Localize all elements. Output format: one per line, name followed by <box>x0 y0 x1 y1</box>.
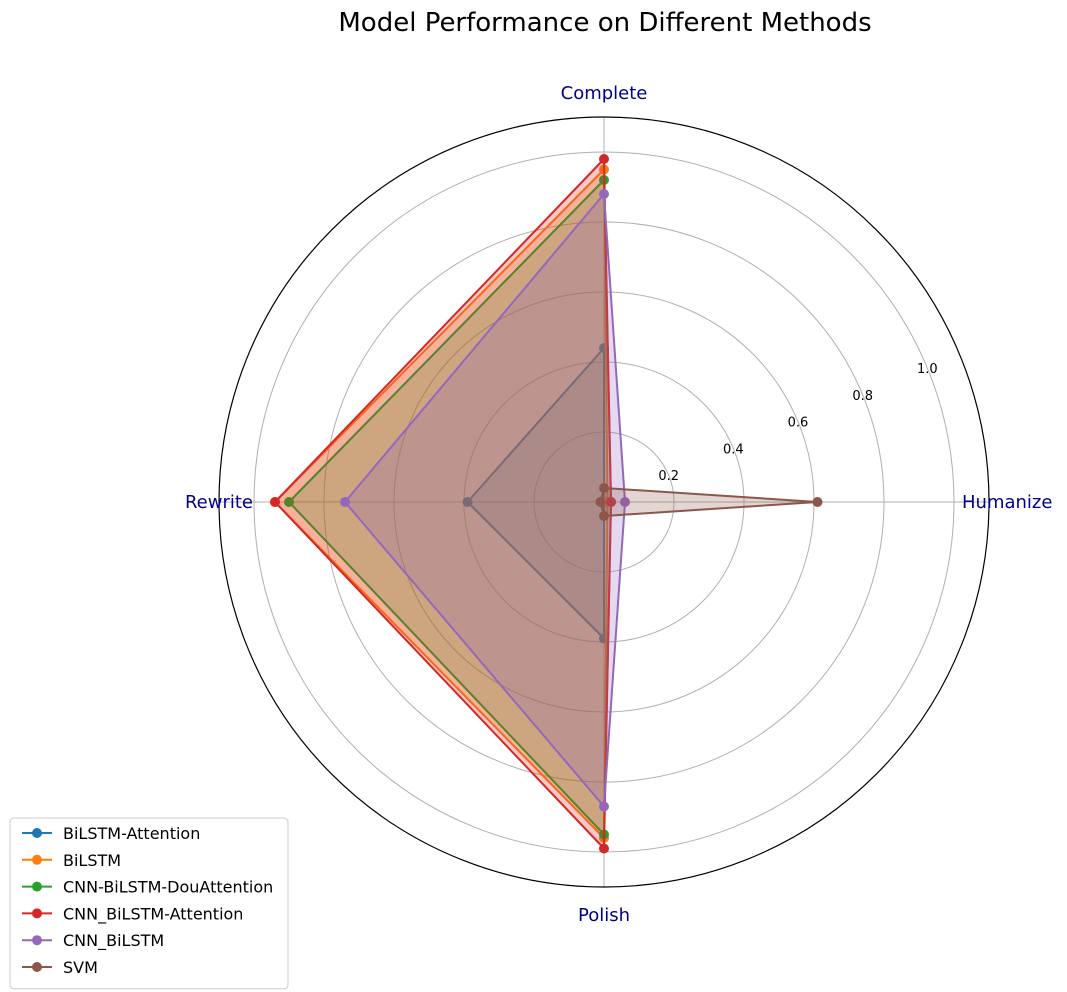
legend-label: BiLSTM-Attention <box>63 824 200 843</box>
data-point-5-2 <box>599 511 609 521</box>
chart-title: Model Performance on Different Methods <box>338 8 871 38</box>
series-area-4 <box>345 194 625 807</box>
series-area-0 <box>467 348 604 639</box>
legend: BiLSTM-Attention BiLSTM CNN-BiLSTM-DouAtte… <box>9 817 289 990</box>
legend-box <box>9 817 289 990</box>
series-area-5 <box>600 488 818 516</box>
data-point-4-0 <box>599 189 609 199</box>
legend-label: SVM <box>63 958 98 977</box>
data-point-3-0 <box>599 154 609 164</box>
data-point-3-1 <box>606 497 616 507</box>
legend-label: CNN-BiLSTM-DouAttention <box>63 878 273 897</box>
axis-label-humanize: Humanize <box>962 492 1052 513</box>
data-point-2-3 <box>284 497 294 507</box>
series-layer <box>270 154 823 854</box>
data-point-4-3 <box>340 497 350 507</box>
legend-marker <box>32 935 42 946</box>
outer-frame <box>218 116 990 888</box>
data-point-4-2 <box>599 801 609 812</box>
series-area-3 <box>275 159 611 849</box>
data-point-4-1 <box>620 497 630 507</box>
legend-marker <box>32 828 42 838</box>
radial-tick-label: 0.4 <box>723 442 744 457</box>
radial-tick-label: 1.0 <box>917 362 938 377</box>
legend-marker <box>32 962 42 972</box>
data-point-3-2 <box>599 843 609 854</box>
series-area-2 <box>289 180 611 835</box>
legend-marker <box>32 881 42 892</box>
data-point-3-3 <box>270 497 280 507</box>
radial-tick-label: 0.2 <box>658 469 679 484</box>
data-point-0-3 <box>462 497 473 507</box>
series-area-1 <box>275 169 608 838</box>
data-point-5-1 <box>812 497 823 507</box>
data-point-5-3 <box>595 497 606 507</box>
axis-label-complete: Complete <box>561 83 648 104</box>
legend-label: BiLSTM <box>63 851 121 870</box>
legend-label: CNN_BiLSTM-Attention <box>63 904 243 924</box>
legend-marker <box>32 908 42 919</box>
legend-marker <box>32 854 42 865</box>
label-layer: 0.2 0.4 0.6 0.8 1.0 Complete Humanize Polish Rew… <box>185 83 1052 926</box>
radial-tick-label: 0.6 <box>788 416 809 431</box>
axis-label-rewrite: Rewrite <box>185 492 253 513</box>
axis-label-polish: Polish <box>578 905 630 926</box>
legend-label: CNN_BiLSTM <box>63 931 164 951</box>
data-point-5-0 <box>599 483 609 493</box>
radial-tick-label: 0.8 <box>852 389 873 404</box>
